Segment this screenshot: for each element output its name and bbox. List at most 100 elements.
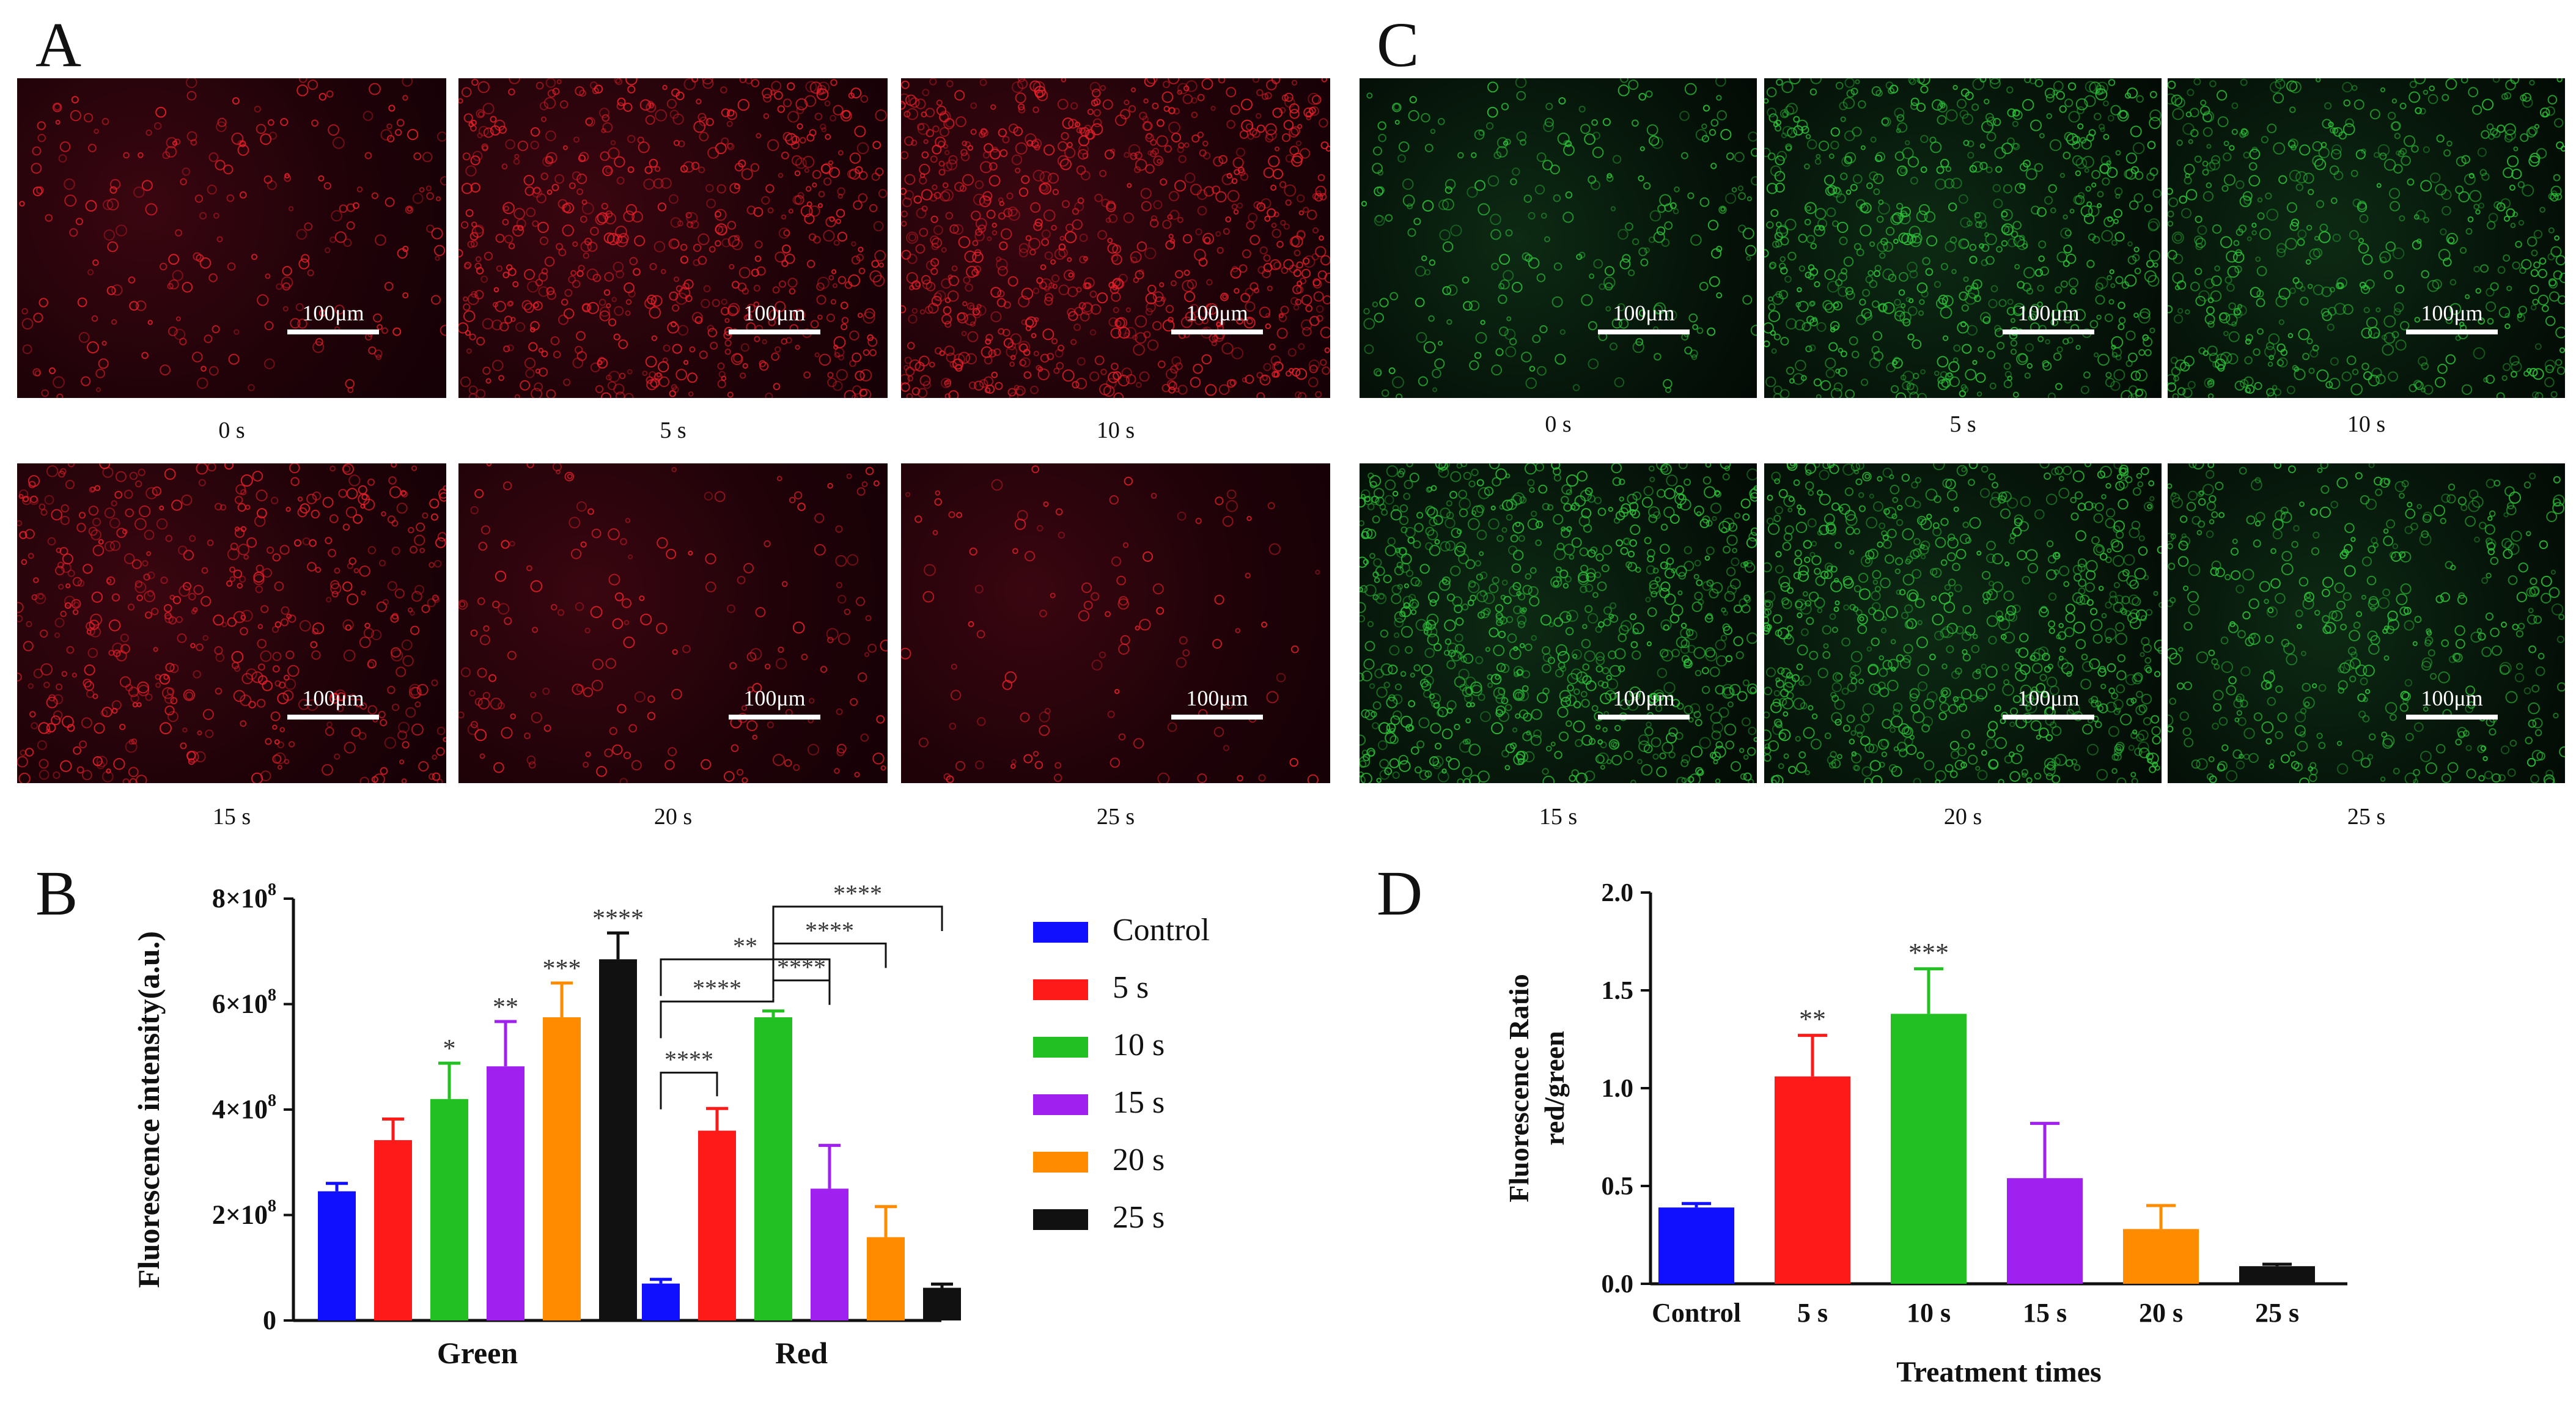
cell — [2534, 343, 2542, 350]
cell — [1717, 110, 1728, 120]
cell — [1831, 712, 1842, 723]
cell — [800, 205, 813, 218]
cell — [396, 119, 405, 127]
cell — [18, 489, 29, 499]
cell — [1554, 751, 1562, 759]
cell — [2053, 352, 2062, 361]
cell — [164, 468, 176, 480]
cell — [1870, 136, 1877, 143]
cell — [2007, 238, 2017, 248]
cell — [1052, 188, 1059, 196]
cell — [1190, 377, 1201, 388]
cell — [2113, 582, 2121, 589]
cell — [1124, 99, 1130, 106]
cell — [1386, 696, 1398, 709]
cell — [1664, 593, 1676, 605]
cell — [1989, 382, 1996, 389]
cell — [743, 562, 754, 573]
cell — [2171, 94, 2183, 106]
cell — [2547, 253, 2555, 261]
cell — [72, 576, 83, 587]
cell — [380, 767, 388, 775]
cell — [440, 325, 446, 336]
cell — [2136, 95, 2144, 103]
cell — [1695, 669, 1702, 677]
cell — [1214, 594, 1224, 605]
cell — [389, 486, 402, 498]
cell — [1691, 601, 1702, 613]
cell — [2481, 172, 2490, 181]
cell — [1492, 477, 1501, 487]
cell — [1571, 649, 1582, 660]
cell — [474, 729, 487, 742]
cell — [595, 385, 604, 394]
cell — [865, 466, 874, 476]
cell — [2077, 106, 2085, 114]
cell — [1892, 359, 1898, 366]
cell — [402, 655, 414, 667]
cell — [1644, 727, 1654, 736]
cell — [608, 147, 620, 160]
cell — [552, 87, 560, 95]
cell — [1500, 279, 1510, 290]
cell — [1809, 344, 1816, 352]
cell — [545, 78, 556, 88]
cell — [1360, 602, 1366, 613]
cell — [755, 607, 766, 617]
cell — [1608, 739, 1620, 750]
cell — [1824, 732, 1831, 740]
cell — [1272, 108, 1283, 118]
cell — [380, 129, 392, 141]
cell — [2003, 362, 2011, 370]
cell — [1797, 301, 1809, 312]
cell — [904, 174, 916, 185]
cell — [1290, 126, 1300, 136]
cell — [252, 471, 263, 482]
cell — [2539, 257, 2547, 265]
cell — [1814, 208, 1827, 219]
cell — [672, 304, 680, 312]
cell — [813, 235, 821, 244]
cell — [1388, 367, 1396, 374]
cell — [1605, 306, 1611, 312]
cell — [2091, 170, 2100, 179]
cell — [979, 379, 988, 388]
cell — [2115, 354, 2122, 361]
cell — [1529, 366, 1536, 372]
cell — [2504, 134, 2513, 142]
cell — [281, 276, 293, 289]
cell — [2033, 648, 2046, 660]
cell — [979, 78, 987, 86]
cell — [1764, 340, 1770, 348]
cell — [2487, 221, 2496, 230]
cell — [1681, 754, 1691, 764]
cell — [233, 611, 246, 624]
cell — [1732, 548, 1737, 553]
cell — [1405, 569, 1414, 577]
cell — [1429, 545, 1441, 556]
cell — [1400, 671, 1407, 677]
cell — [1687, 776, 1695, 783]
cell — [2548, 227, 2555, 234]
cell — [1415, 766, 1422, 774]
cell — [1298, 210, 1304, 216]
cell — [412, 193, 424, 204]
cell — [563, 378, 571, 386]
cell — [1701, 123, 1707, 130]
cell — [833, 336, 846, 348]
cell — [1868, 270, 1874, 276]
cell — [2168, 249, 2177, 260]
cell — [2455, 335, 2461, 341]
cell — [1247, 133, 1254, 140]
cell — [869, 270, 882, 283]
cell — [39, 298, 48, 307]
cell — [1947, 537, 1959, 549]
cell — [1601, 681, 1609, 689]
cell — [1019, 359, 1026, 367]
cell — [2010, 348, 2017, 355]
cell — [1743, 754, 1749, 760]
cell — [435, 256, 440, 261]
cell — [262, 680, 273, 691]
cell — [436, 131, 446, 142]
cell — [1690, 349, 1698, 358]
